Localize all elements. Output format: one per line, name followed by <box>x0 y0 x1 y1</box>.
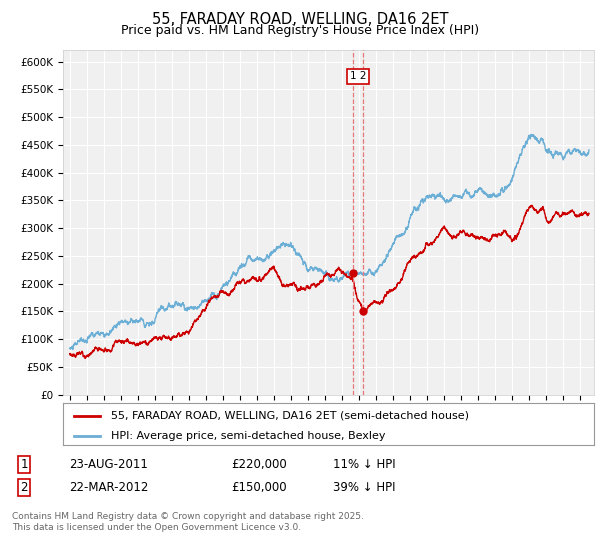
Text: Price paid vs. HM Land Registry's House Price Index (HPI): Price paid vs. HM Land Registry's House … <box>121 24 479 37</box>
Text: 11% ↓ HPI: 11% ↓ HPI <box>333 458 395 472</box>
Text: 2: 2 <box>20 480 28 494</box>
Text: 55, FARADAY ROAD, WELLING, DA16 2ET: 55, FARADAY ROAD, WELLING, DA16 2ET <box>152 12 448 27</box>
Text: 1: 1 <box>20 458 28 472</box>
Text: 22-MAR-2012: 22-MAR-2012 <box>69 480 148 494</box>
Text: £220,000: £220,000 <box>231 458 287 472</box>
Text: 1 2: 1 2 <box>350 71 366 81</box>
Text: HPI: Average price, semi-detached house, Bexley: HPI: Average price, semi-detached house,… <box>111 431 385 441</box>
Text: Contains HM Land Registry data © Crown copyright and database right 2025.
This d: Contains HM Land Registry data © Crown c… <box>12 512 364 532</box>
Text: 23-AUG-2011: 23-AUG-2011 <box>69 458 148 472</box>
Text: 55, FARADAY ROAD, WELLING, DA16 2ET (semi-detached house): 55, FARADAY ROAD, WELLING, DA16 2ET (sem… <box>111 411 469 421</box>
Text: £150,000: £150,000 <box>231 480 287 494</box>
Text: 39% ↓ HPI: 39% ↓ HPI <box>333 480 395 494</box>
